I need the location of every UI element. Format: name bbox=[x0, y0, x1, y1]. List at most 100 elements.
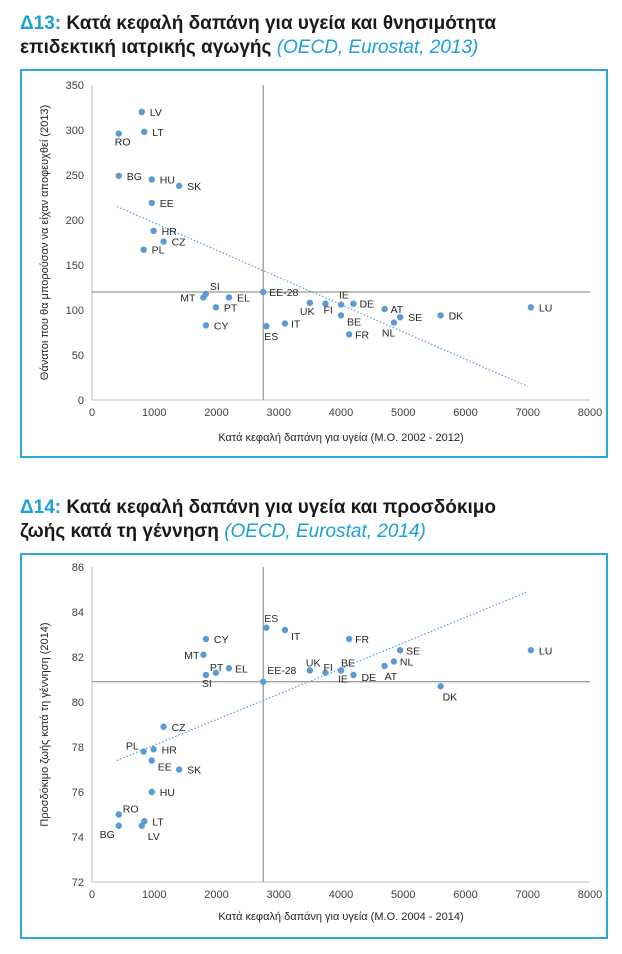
chart-1-point-lt bbox=[141, 128, 148, 135]
chart-2-point-de bbox=[350, 671, 357, 679]
chart-1-point-label-cy: CY bbox=[214, 320, 229, 332]
chart-1-point-label-lv: LV bbox=[150, 107, 162, 119]
chart-2-point-label-dk: DK bbox=[443, 691, 458, 703]
chart-1-y-axis-title: Θάνατοι που θα μπορούσαν να είχαν αποφευ… bbox=[39, 105, 51, 380]
chart-1-point-at bbox=[381, 305, 388, 313]
chart-1-point-label-pt: PT bbox=[224, 302, 238, 314]
chart-1-source: (OECD, Eurostat, 2013) bbox=[276, 37, 479, 58]
chart-2-point-pt bbox=[212, 669, 220, 676]
chart-1-point-label-de: DE bbox=[359, 299, 374, 311]
chart-2-point-label-lv: LV bbox=[148, 831, 160, 843]
chart-2-point-label-lu: LU bbox=[539, 645, 552, 657]
chart-1-point-mt bbox=[200, 294, 207, 301]
chart-1-point-it bbox=[281, 320, 289, 327]
chart-1-point-label-it: IT bbox=[291, 319, 301, 331]
chart-2-point-label-at: AT bbox=[385, 671, 398, 683]
chart-2-point-label-bg: BG bbox=[100, 829, 115, 841]
chart-1-y-tick-label: 0 bbox=[78, 395, 84, 407]
chart-1-point-lu bbox=[527, 304, 535, 311]
chart-1-point-label-hu: HU bbox=[160, 175, 175, 187]
chart-1-point-label-pl: PL bbox=[152, 245, 165, 257]
chart-2-y-tick-label: 76 bbox=[72, 787, 84, 799]
chart-2-x-tick-label: 2000 bbox=[204, 889, 228, 901]
chart-2-trendline bbox=[116, 591, 528, 762]
chart-2-x-axis-title: Κατά κεφαλή δαπάνη για υγεία (Μ.Ο. 2004 … bbox=[218, 911, 463, 923]
chart-2-point-label-cy: CY bbox=[214, 634, 229, 646]
chart-1-x-tick-label: 1000 bbox=[142, 407, 166, 419]
chart-2-x-tick-label: 5000 bbox=[391, 889, 415, 901]
chart-1-y-tick-label: 250 bbox=[66, 170, 84, 182]
chart-1-svg: 0 1000 2000 3000 4000 5000 6000 7000 8000 0 50 100 1… bbox=[39, 80, 602, 444]
chart-2-point-label-it: IT bbox=[291, 631, 301, 643]
chart-2-title-line2: ζωής κατά τη γέννηση bbox=[20, 521, 219, 542]
chart-1-point-bg bbox=[115, 172, 122, 180]
chart-2-title-line1: Κατά κεφαλή δαπάνη για υγεία και προσδόκ… bbox=[66, 497, 496, 518]
chart-2-point-si bbox=[202, 671, 210, 679]
chart-1-x-tick-label: 8000 bbox=[578, 407, 602, 419]
chart-2-point-sk bbox=[175, 766, 183, 773]
chart-1-point-label-si: SI bbox=[210, 281, 220, 293]
chart-1-point-nl bbox=[390, 319, 398, 326]
chart-2-point-label-se: SE bbox=[406, 645, 420, 657]
chart-1-point-sk bbox=[175, 182, 183, 189]
chart-2-y-axis-title: Προσδόκιμο ζωής κατά τη γέννηση (2014) bbox=[39, 622, 51, 826]
chart-2-point-label-si: SI bbox=[202, 678, 212, 690]
chart-1-y-tick-label: 100 bbox=[66, 305, 84, 317]
chart-1-point-label-fr: FR bbox=[355, 329, 369, 341]
chart-1-point-dk bbox=[437, 312, 444, 319]
chart-1-x-tick-label: 5000 bbox=[391, 407, 415, 419]
chart-1-x-tick-label: 0 bbox=[89, 407, 95, 419]
chart-2-point-label-uk: UK bbox=[306, 658, 321, 670]
chart-2-code: Δ14: bbox=[20, 497, 62, 518]
chart-2-point-el bbox=[225, 665, 233, 672]
chart-2-point-bg bbox=[115, 822, 122, 829]
chart-2-point-label-lt: LT bbox=[152, 816, 164, 828]
chart-2-y-tick-label: 80 bbox=[72, 697, 84, 709]
chart-2-y-tick-label: 82 bbox=[72, 652, 84, 664]
chart-2-source: (OECD, Eurostat, 2014) bbox=[224, 521, 426, 542]
chart-2-x-tick-label: 3000 bbox=[267, 889, 291, 901]
chart-2-x-tick-label: 8000 bbox=[578, 889, 602, 901]
chart-1-point-el bbox=[225, 294, 233, 301]
chart-2-point-label-es: ES bbox=[264, 613, 278, 625]
chart-1-point-label-ee-28: EE-28 bbox=[269, 287, 298, 299]
chart-1-point-uk bbox=[306, 299, 314, 306]
chart-2-point-label-ee: EE bbox=[158, 762, 172, 774]
chart-1-y-tick-label: 50 bbox=[72, 350, 84, 362]
chart-2-heading: Δ14: Κατά κεφαλή δαπάνη για υγεία και πρ… bbox=[20, 496, 610, 544]
chart-1-point-label-mt: MT bbox=[180, 292, 196, 304]
chart-2-point-fi bbox=[322, 669, 329, 676]
chart-2-point-at bbox=[381, 662, 388, 670]
chart-1-point-hu bbox=[148, 176, 155, 183]
chart-2-point-label-hu: HU bbox=[160, 787, 175, 799]
chart-1-point-label-bg: BG bbox=[127, 171, 142, 183]
chart-1-point-label-ro: RO bbox=[115, 137, 131, 149]
chart-2-x-tick-label: 0 bbox=[89, 889, 95, 901]
chart-1-point-label-cz: CZ bbox=[172, 237, 187, 249]
chart-1-point-se bbox=[396, 314, 404, 321]
chart-2-point-uk bbox=[306, 667, 314, 674]
chart-2-point-lv bbox=[138, 822, 145, 829]
chart-2-point-label-pt: PT bbox=[210, 662, 224, 674]
chart-1-point-ee bbox=[148, 199, 155, 207]
chart-1-title-line1: Κατά κεφαλή δαπάνη για υγεία και θνησιμό… bbox=[66, 13, 496, 34]
chart-2-y-tick-label: 74 bbox=[72, 832, 84, 844]
chart-2-point-label-ie: IE bbox=[338, 674, 348, 686]
chart-1-y-tick-label: 200 bbox=[66, 215, 84, 227]
chart-2-point-fr bbox=[345, 635, 353, 643]
chart-1-y-tick-label: 300 bbox=[66, 125, 84, 137]
chart-1-point-label-hr: HR bbox=[162, 226, 178, 238]
chart-1-title-line2: επιδεκτική ιατρικής αγωγής bbox=[20, 37, 272, 58]
chart-1-point-es bbox=[263, 323, 270, 330]
chart-2-y-tick-label: 86 bbox=[72, 562, 84, 574]
chart-2-x-tick-label: 1000 bbox=[142, 889, 166, 901]
chart-2-point-es bbox=[263, 624, 270, 631]
chart-2-point-label-be: BE bbox=[341, 658, 355, 670]
chart-2-point-label-sk: SK bbox=[187, 765, 201, 777]
chart-1-trendline bbox=[116, 205, 528, 388]
chart-2-point-ee bbox=[148, 757, 155, 764]
chart-1-point-pt bbox=[212, 304, 220, 311]
chart-2-point-label-fi: FI bbox=[323, 662, 332, 674]
chart-2-x-tick-label: 7000 bbox=[516, 889, 540, 901]
chart-2-point-label-ro: RO bbox=[123, 804, 139, 816]
